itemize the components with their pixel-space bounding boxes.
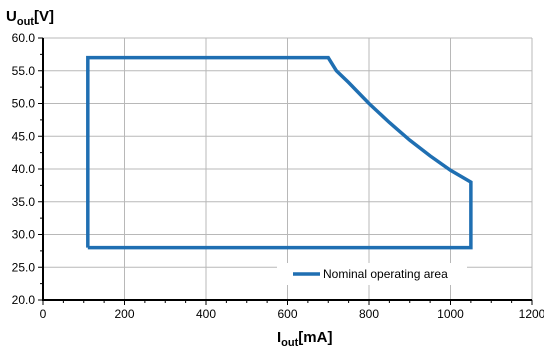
- legend-label: Nominal operating area: [323, 267, 448, 281]
- x-tick-label: 600: [277, 307, 297, 321]
- y-tick-label: 35.0: [12, 195, 36, 209]
- y-tick-label: 20.0: [12, 293, 36, 307]
- series-line-nominal-operating-area: [86, 55, 473, 250]
- x-tick-label: 0: [40, 307, 47, 321]
- y-axis-title-sub: out: [17, 16, 34, 28]
- x-axis-title-unit: [mA]: [298, 329, 332, 346]
- y-tick-label: 55.0: [12, 64, 36, 78]
- x-tick-label: 800: [359, 307, 379, 321]
- legend: Nominal operating area: [277, 263, 467, 285]
- grid: [42, 37, 533, 301]
- x-tick-label: 1200: [519, 307, 544, 321]
- y-tick-label: 45.0: [12, 129, 36, 143]
- y-tick-label: 50.0: [12, 97, 36, 111]
- x-tick-label: 1000: [437, 307, 464, 321]
- y-axis-title-main: U: [6, 8, 17, 25]
- series-layer: [86, 55, 473, 250]
- x-axis-title: Iout[mA]: [277, 329, 332, 349]
- tick-labels: 0 200 400 600 800 1000 1200 20.0 25.0 30.0 35.0 40.…: [12, 31, 544, 321]
- y-tick-label: 60.0: [12, 31, 36, 45]
- x-tick-label: 200: [114, 307, 134, 321]
- y-axis-title-unit: [V]: [34, 8, 54, 25]
- x-axis-title-main: I: [277, 329, 281, 346]
- x-tick-label: 400: [196, 307, 216, 321]
- x-axis-title-sub: out: [281, 337, 298, 349]
- y-axis-title: Uout[V]: [6, 8, 54, 28]
- y-tick-label: 25.0: [12, 260, 36, 274]
- legend-box: [277, 263, 467, 285]
- y-tick-label: 30.0: [12, 228, 36, 242]
- axes: [38, 37, 533, 305]
- y-tick-label: 40.0: [12, 162, 36, 176]
